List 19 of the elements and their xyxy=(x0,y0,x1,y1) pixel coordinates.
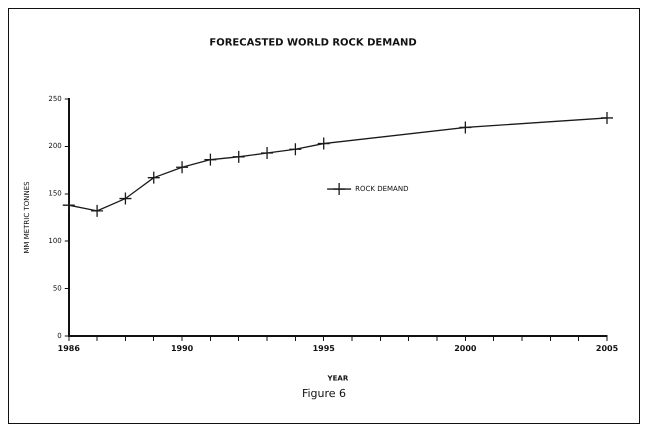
caption: Figure 6 xyxy=(300,387,348,400)
x-tick-label: 2000 xyxy=(454,344,477,353)
point xyxy=(600,111,614,125)
point xyxy=(62,198,76,212)
x-tick-label: 1986 xyxy=(58,344,80,353)
point xyxy=(458,120,472,134)
chart-title: FORECASTED WORLD ROCK DEMAND xyxy=(209,38,417,49)
point xyxy=(118,192,132,206)
point xyxy=(175,160,189,174)
point xyxy=(317,136,330,150)
point xyxy=(232,150,246,164)
point xyxy=(260,146,274,160)
point xyxy=(90,204,104,218)
point xyxy=(204,153,218,166)
x-tick-label: 1990 xyxy=(170,344,194,353)
x-tick-label: 2005 xyxy=(596,344,619,353)
point xyxy=(288,142,302,156)
point xyxy=(147,171,160,184)
x-tick-label: 1995 xyxy=(312,344,336,353)
